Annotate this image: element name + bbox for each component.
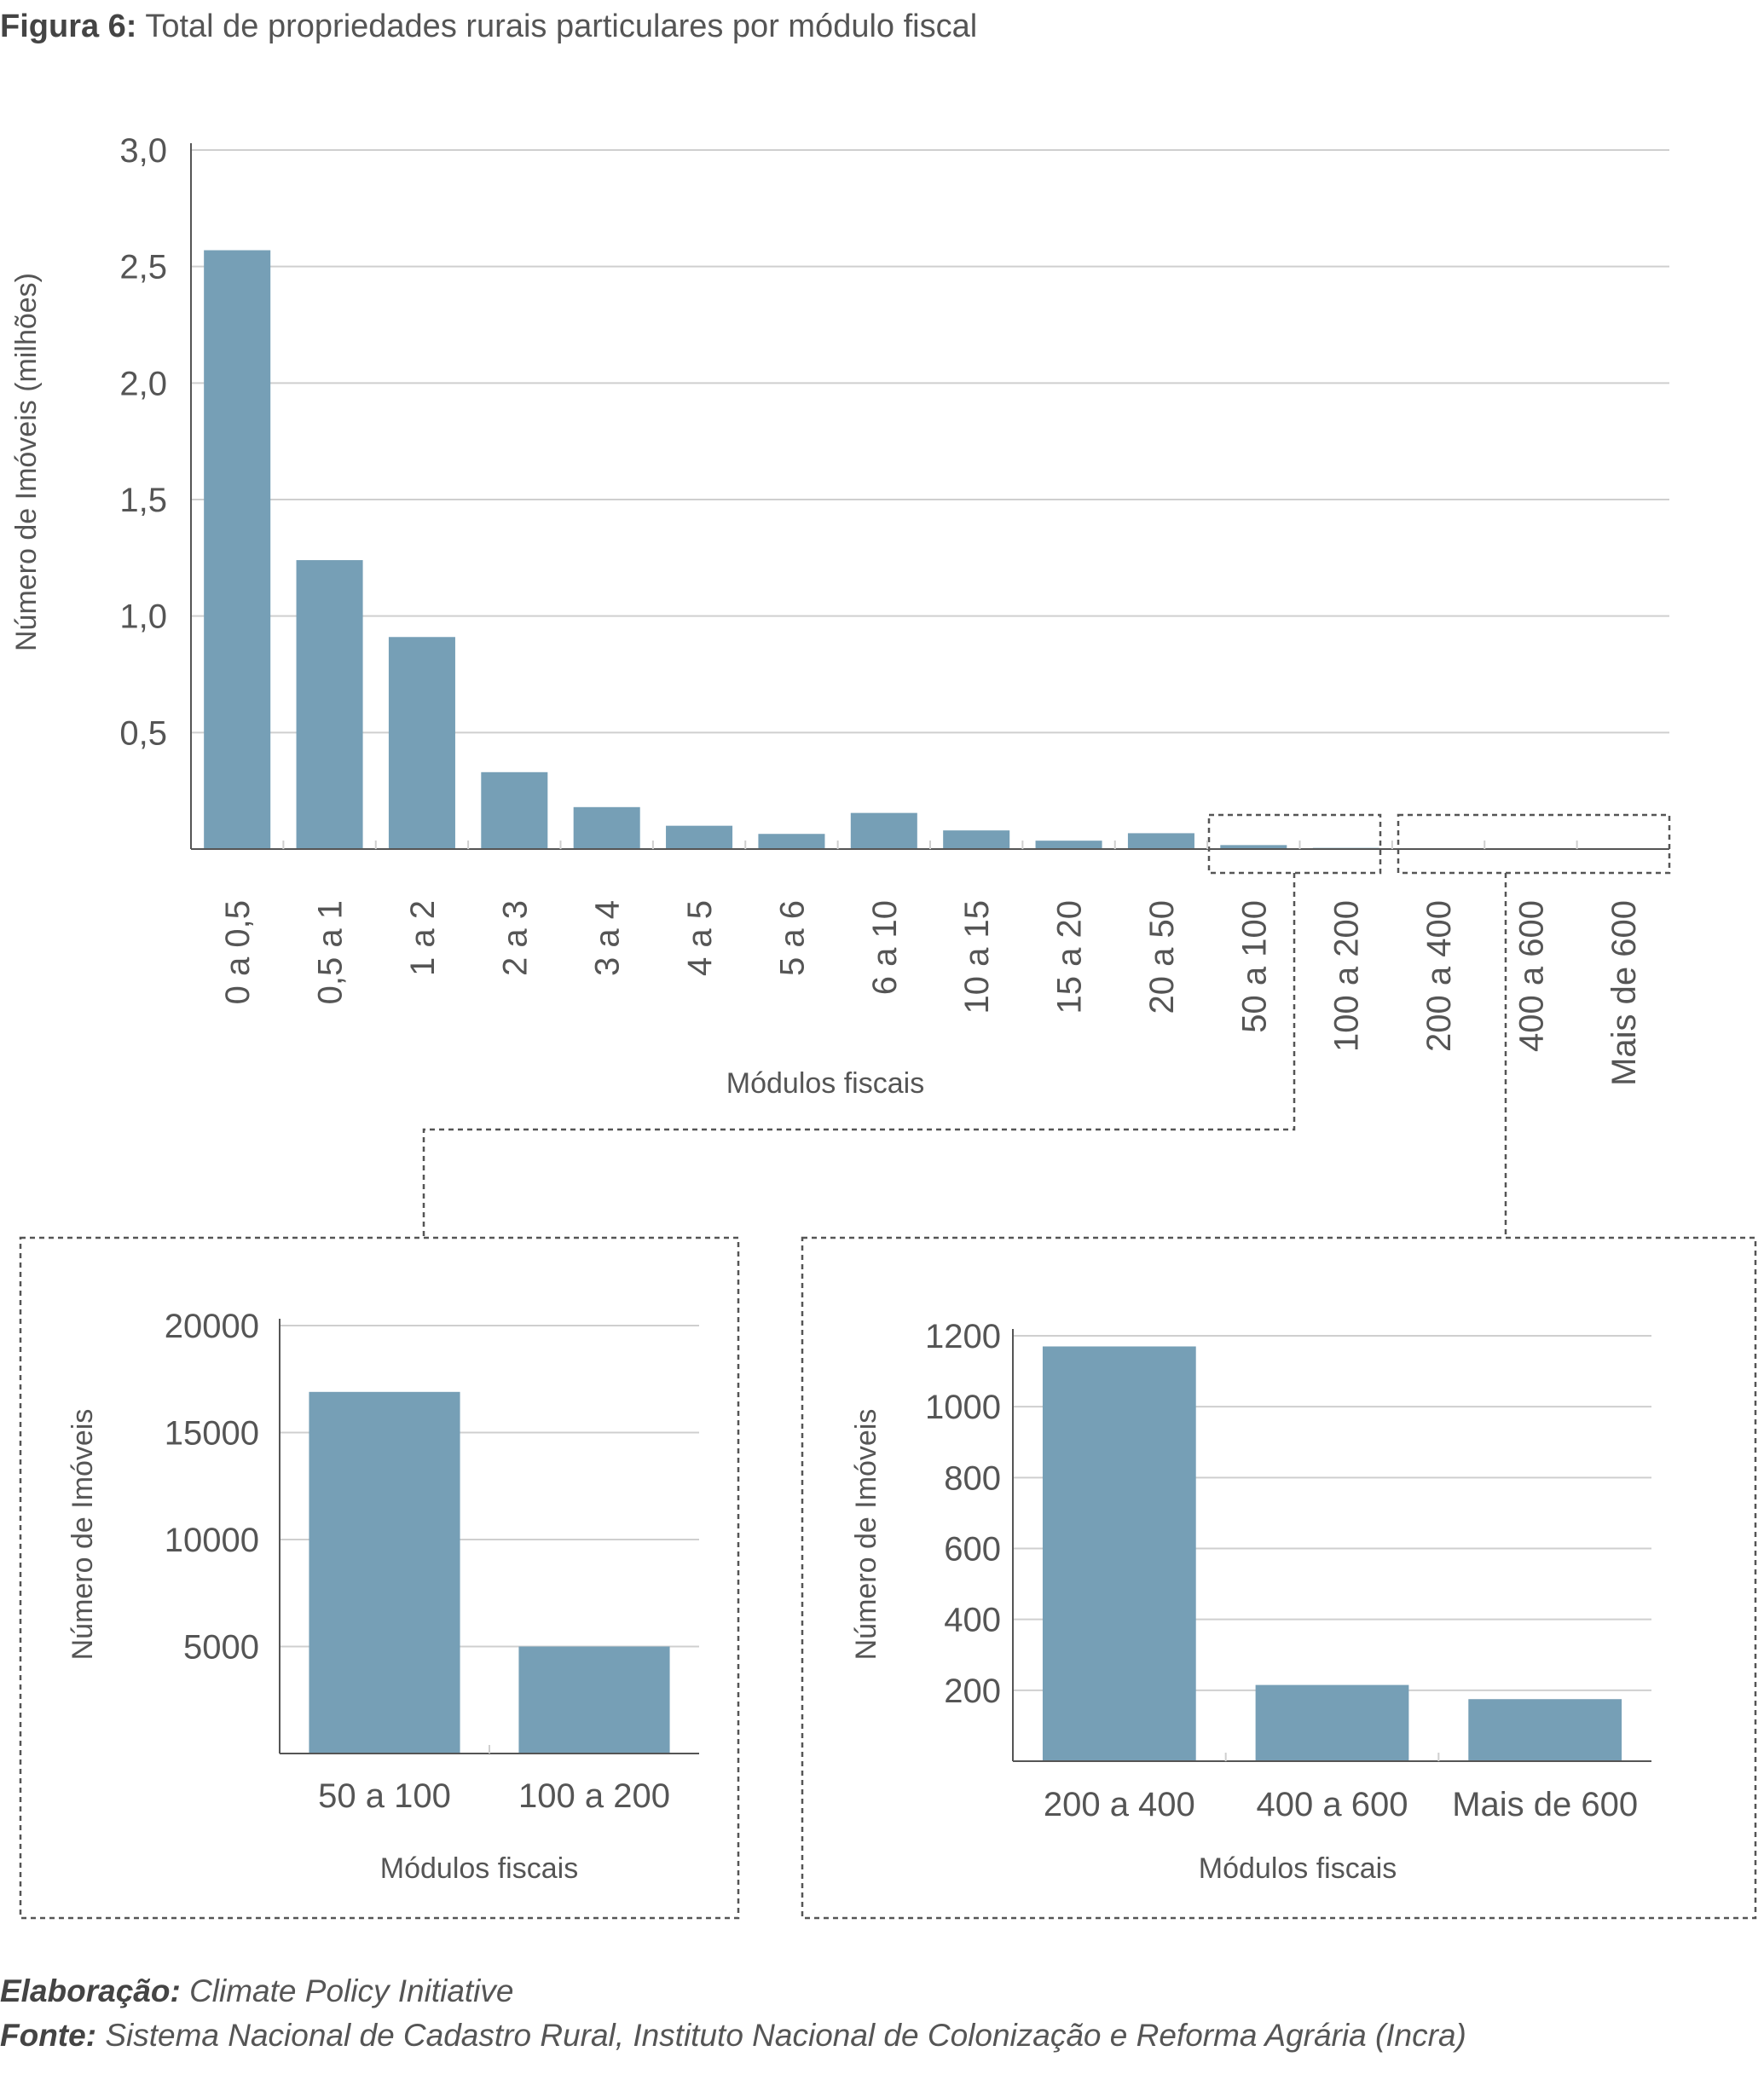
x-tick-label: 15 a 20 [1051, 900, 1089, 1014]
bar [1255, 1684, 1409, 1761]
bar [1042, 1346, 1196, 1761]
footer-fonte: Fonte: Sistema Nacional de Cadastro Rura… [0, 2018, 1466, 2054]
x-tick-label: 20 a 50 [1143, 900, 1181, 1014]
x-tick-label: 3 a 4 [589, 900, 627, 976]
fonte-text: Sistema Nacional de Cadastro Rural, Inst… [105, 2018, 1466, 2053]
y-tick-label: 2,5 [119, 249, 167, 286]
y-axis-title: Número de Imóveis [67, 1409, 99, 1661]
bar [309, 1391, 460, 1754]
elaboracao-text: Climate Policy Initiative [189, 1973, 514, 2008]
bar [204, 250, 271, 849]
y-tick-label: 800 [944, 1459, 1001, 1497]
y-tick-label: 600 [944, 1531, 1001, 1569]
x-tick-label: Mais de 600 [1452, 1786, 1638, 1823]
x-tick-label: 10 a 15 [958, 900, 996, 1014]
bar [1468, 1699, 1622, 1761]
y-axis-title: Número de Imóveis [850, 1409, 882, 1661]
x-tick-label: 5 a 6 [773, 900, 811, 976]
x-tick-label: 6 a 10 [866, 900, 904, 995]
y-tick-label: 1000 [925, 1389, 1001, 1426]
y-tick-label: 1,0 [119, 598, 167, 636]
x-tick-label: Mais de 600 [1605, 900, 1643, 1086]
bar [388, 637, 455, 849]
inset-panel-right [801, 1236, 1757, 1920]
x-tick-label: 200 a 400 [1420, 900, 1458, 1052]
x-tick-label: 2 a 3 [496, 900, 534, 976]
x-tick-label: 4 a 5 [681, 900, 719, 976]
main-chart: 0,5 1,0 1,5 2,0 2,5 3,0 0 a 0,5 0,5 a 1 1 a 2 2 a… [10, 132, 1669, 1100]
y-tick-label: 0,5 [119, 714, 167, 752]
y-tick-label: 20000 [165, 1308, 259, 1345]
x-tick-label: 50 a 100 [318, 1777, 451, 1815]
x-tick-label: 200 a 400 [1044, 1786, 1195, 1823]
x-axis-title: Módulos fiscais [726, 1067, 924, 1100]
x-tick-label: 0 a 0,5 [219, 900, 257, 1004]
bar [518, 1646, 670, 1754]
bar [1127, 833, 1194, 849]
x-tick-label: 0,5 a 1 [312, 900, 350, 1004]
bar [481, 771, 548, 849]
x-axis-title: Módulos fiscais [380, 1852, 578, 1885]
x-tick-label: 100 a 200 [1328, 900, 1366, 1052]
highlight-box-left [1207, 813, 1382, 875]
figure-title-text: Total de propriedades rurais particulare… [145, 9, 978, 44]
inset-panel-left [19, 1236, 740, 1920]
bar [1220, 845, 1287, 849]
x-tick-label: 100 a 200 [518, 1777, 670, 1815]
bar [573, 806, 640, 849]
bar [850, 812, 917, 849]
figure-label: Figura 6: [0, 9, 137, 44]
y-tick-label: 15000 [165, 1415, 259, 1453]
y-tick-label: 200 [944, 1673, 1001, 1710]
bar [666, 825, 733, 849]
y-tick-label: 3,0 [119, 132, 167, 170]
bar [296, 560, 363, 849]
x-tick-label: 1 a 2 [404, 900, 442, 976]
bar [1035, 841, 1102, 849]
elaboracao-label: Elaboração: [0, 1973, 181, 2008]
y-tick-label: 2,0 [119, 365, 167, 402]
y-tick-label: 1200 [925, 1318, 1001, 1355]
inset-chart-right: 200 400 600 800 1000 1200 200 a 400 400 a 600 Ma… [850, 1318, 1651, 1885]
highlight-box-right [1397, 813, 1671, 875]
bar [758, 834, 825, 849]
figure-title: Figura 6: Total de propriedades rurais p… [0, 9, 977, 45]
y-tick-label: 400 [944, 1602, 1001, 1639]
x-axis-title: Módulos fiscais [1199, 1852, 1397, 1885]
x-tick-label: 50 a 100 [1235, 900, 1273, 1033]
inset-chart-left: 5000 10000 15000 20000 50 a 100 100 a 200 Módu… [67, 1308, 699, 1885]
x-tick-label: 400 a 600 [1257, 1786, 1408, 1823]
footer-elaboracao: Elaboração: Climate Policy Initiative [0, 1973, 513, 2009]
bar [943, 830, 1010, 849]
y-tick-label: 5000 [183, 1629, 259, 1667]
x-tick-label: 400 a 600 [1512, 900, 1550, 1052]
fonte-label: Fonte: [0, 2018, 97, 2053]
y-axis-title: Número de Imóveis (milhões) [10, 273, 43, 651]
y-tick-label: 10000 [165, 1522, 259, 1559]
y-tick-label: 1,5 [119, 482, 167, 519]
